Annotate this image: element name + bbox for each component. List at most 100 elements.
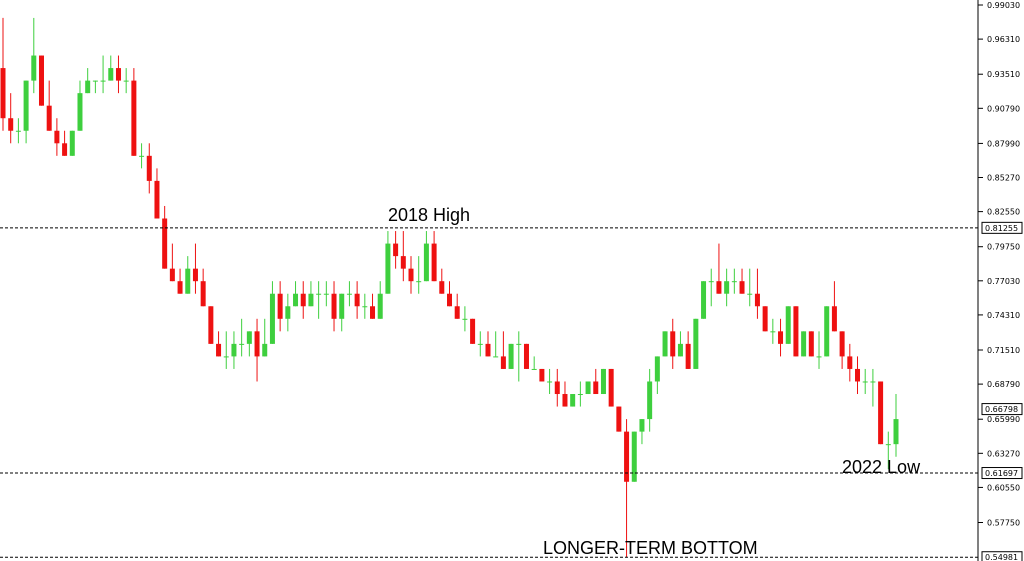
candle-body bbox=[701, 281, 707, 319]
candle-body bbox=[785, 306, 791, 344]
candle-body bbox=[108, 68, 114, 81]
y-tick-label: 0.63270 bbox=[987, 449, 1020, 458]
price-axis-ticks: 0.99030 0.96310 0.93510 0.90790 0.87990 0.852… bbox=[978, 1, 1020, 528]
y-tick-label: 0.65990 bbox=[987, 415, 1020, 424]
candle-body bbox=[600, 368, 606, 395]
candle-body bbox=[393, 243, 399, 257]
price-tag-label: 0.66798 bbox=[985, 405, 1018, 414]
candles-group bbox=[0, 17, 899, 557]
candle-body bbox=[92, 80, 98, 82]
candle-body bbox=[885, 444, 891, 446]
candle-body bbox=[847, 356, 853, 369]
price-tag-label: 0.81255 bbox=[985, 224, 1018, 233]
candle-body bbox=[747, 293, 753, 295]
y-tick-label: 0.79750 bbox=[987, 243, 1020, 252]
candle-body bbox=[354, 293, 360, 307]
candle-body bbox=[377, 293, 383, 319]
candle-body bbox=[246, 331, 252, 344]
candle-body bbox=[870, 381, 876, 383]
candle-body bbox=[15, 130, 21, 132]
candle-body bbox=[162, 218, 168, 269]
candle-body bbox=[608, 368, 614, 407]
candle-body bbox=[778, 331, 784, 344]
candle-body bbox=[316, 293, 322, 295]
candle-body bbox=[262, 343, 268, 357]
candle-body bbox=[816, 356, 822, 358]
candle-body bbox=[855, 368, 861, 382]
price-tag-box bbox=[981, 551, 1023, 561]
annotation-2022-low: 2022 Low bbox=[842, 457, 921, 477]
candle-body bbox=[647, 381, 653, 420]
candle-body bbox=[123, 80, 129, 82]
candle-body bbox=[508, 343, 514, 369]
candle-body bbox=[416, 281, 422, 283]
candle-body bbox=[839, 331, 845, 357]
candle-body bbox=[447, 293, 452, 307]
candle-body bbox=[331, 293, 337, 319]
candle-body bbox=[277, 293, 283, 319]
candle-body bbox=[100, 80, 106, 82]
candle-body bbox=[139, 155, 145, 157]
candle-body bbox=[831, 306, 837, 332]
y-tick-label: 0.71510 bbox=[987, 346, 1020, 355]
candle-body bbox=[523, 343, 529, 369]
candle-body bbox=[69, 130, 75, 156]
candle-body bbox=[724, 281, 730, 294]
candle-body bbox=[131, 80, 137, 156]
candle-body bbox=[38, 55, 44, 106]
candle-body bbox=[862, 381, 868, 383]
price-tag-label: 0.54981 bbox=[985, 553, 1018, 561]
candle-body bbox=[462, 318, 468, 320]
candle-body bbox=[808, 331, 814, 357]
candle-body bbox=[585, 381, 591, 395]
candle-body bbox=[54, 130, 60, 144]
candle-body bbox=[716, 281, 722, 294]
y-tick-label: 0.90790 bbox=[987, 104, 1020, 113]
y-tick-label: 0.99030 bbox=[987, 1, 1020, 10]
candle-body bbox=[693, 318, 699, 369]
candle-body bbox=[762, 306, 768, 332]
price-tags-group: 0.81255 0.66798 0.61697 0.54981 bbox=[981, 221, 1023, 561]
candle-body bbox=[754, 293, 760, 307]
candle-body bbox=[562, 394, 568, 407]
candle-body bbox=[793, 306, 799, 357]
candle-body bbox=[400, 256, 406, 269]
candle-body bbox=[223, 356, 229, 358]
y-tick-label: 0.87990 bbox=[987, 139, 1020, 148]
candle-body bbox=[593, 381, 599, 395]
candle-body bbox=[423, 243, 429, 282]
candle-body bbox=[500, 356, 506, 369]
candle-body bbox=[739, 281, 745, 294]
annotation-longer-term-bottom: LONGER-TERM BOTTOM bbox=[543, 538, 758, 558]
candle-body bbox=[531, 368, 537, 370]
candle-body bbox=[654, 356, 660, 382]
candle-body bbox=[431, 243, 437, 282]
candle-body bbox=[570, 394, 576, 407]
candle-body bbox=[631, 431, 637, 482]
candle-body bbox=[0, 68, 6, 119]
candle-body bbox=[8, 118, 14, 131]
candle-body bbox=[677, 343, 683, 357]
candle-body bbox=[308, 293, 314, 307]
candle-body bbox=[731, 281, 737, 283]
candle-body bbox=[670, 331, 676, 357]
candle-body bbox=[708, 281, 714, 283]
candle-body bbox=[878, 381, 884, 445]
candle-body bbox=[300, 293, 306, 307]
candle-body bbox=[31, 55, 37, 81]
y-tick-label: 0.82550 bbox=[987, 208, 1020, 217]
candle-body bbox=[185, 268, 191, 294]
candle-body bbox=[146, 155, 152, 181]
candle-body bbox=[216, 343, 222, 357]
candle-body bbox=[23, 80, 29, 131]
level-lines-group bbox=[0, 227, 978, 558]
candle-body bbox=[154, 180, 160, 219]
candle-body bbox=[477, 343, 483, 345]
candle-body bbox=[801, 331, 807, 357]
candle-body bbox=[46, 105, 52, 131]
candle-body bbox=[408, 268, 414, 282]
y-tick-label: 0.93510 bbox=[987, 70, 1020, 79]
y-tick-label: 0.77030 bbox=[987, 277, 1020, 286]
candle-body bbox=[231, 343, 237, 357]
